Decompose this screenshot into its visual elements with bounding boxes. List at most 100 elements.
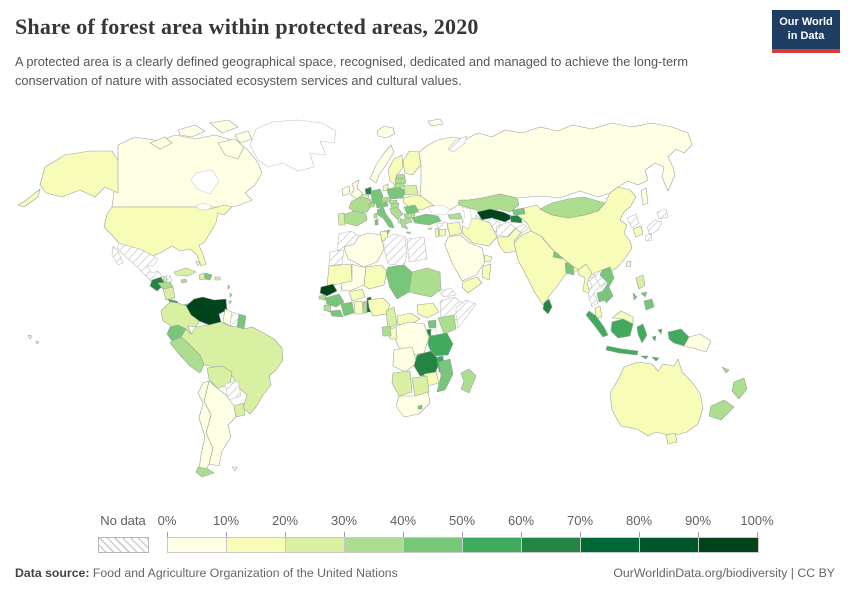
footer-attribution[interactable]: OurWorldinData.org/biodiversity | CC BY xyxy=(613,566,835,580)
legend-swatch-80-90[interactable] xyxy=(639,537,699,553)
legend-swatch-0-10[interactable] xyxy=(167,537,227,553)
legend-swatch-70-80[interactable] xyxy=(580,537,640,553)
country-tanzania[interactable] xyxy=(427,332,454,357)
country-indonesia-sumatra[interactable] xyxy=(585,310,609,338)
country-philippines-visayas[interactable] xyxy=(632,291,648,301)
country-indonesia-lesser-sunda[interactable] xyxy=(640,355,660,362)
country-papua-new-guinea[interactable] xyxy=(683,333,712,353)
country-togo[interactable] xyxy=(362,300,368,314)
country-aleutians[interactable] xyxy=(17,188,41,208)
country-namibia[interactable] xyxy=(391,370,413,397)
country-belarus[interactable] xyxy=(403,184,419,196)
country-indonesia-java[interactable] xyxy=(605,345,639,356)
country-cyprus[interactable] xyxy=(427,227,433,231)
country-ivory-coast[interactable] xyxy=(340,301,355,317)
country-canada-island[interactable] xyxy=(149,136,173,150)
legend-swatch-10-20[interactable] xyxy=(226,537,286,553)
country-yemen[interactable] xyxy=(461,276,483,294)
legend-no-data-swatch[interactable] xyxy=(98,537,149,553)
country-lithuania[interactable] xyxy=(393,182,405,189)
country-botswana[interactable] xyxy=(411,375,430,397)
legend-swatch-90-100[interactable] xyxy=(698,537,759,553)
country-usa[interactable] xyxy=(103,204,233,267)
country-dominican-republic[interactable] xyxy=(204,272,213,281)
country-iceland[interactable] xyxy=(376,125,396,139)
country-cuba[interactable] xyxy=(173,267,197,277)
country-lesotho[interactable] xyxy=(417,404,423,410)
country-burkina-faso[interactable] xyxy=(348,288,366,302)
legend-swatch-40-50[interactable] xyxy=(403,537,463,553)
country-gabon[interactable] xyxy=(381,325,392,337)
country-canada-island[interactable] xyxy=(177,124,206,138)
country-south-africa[interactable] xyxy=(395,391,431,418)
country-uae[interactable] xyxy=(483,254,493,263)
country-indonesia-sulawesi[interactable] xyxy=(636,323,648,344)
country-libya[interactable] xyxy=(383,233,408,267)
country-cameroon[interactable] xyxy=(385,306,398,330)
country-hawaii[interactable] xyxy=(27,334,40,345)
country-sierra-leone[interactable] xyxy=(323,304,332,313)
country-italy[interactable] xyxy=(374,206,395,235)
country-north-korea[interactable] xyxy=(626,213,640,229)
country-canada-baffin[interactable] xyxy=(217,138,245,160)
country-alaska[interactable] xyxy=(39,150,119,198)
country-belize[interactable] xyxy=(162,275,168,283)
legend-swatch-50-60[interactable] xyxy=(462,537,522,553)
country-saudi-arabia[interactable] xyxy=(444,234,486,282)
country-austria[interactable] xyxy=(375,201,389,209)
country-svalbard[interactable] xyxy=(427,118,444,127)
country-canada-island[interactable] xyxy=(209,119,239,134)
country-iraq[interactable] xyxy=(446,221,463,237)
country-sri-lanka[interactable] xyxy=(542,298,553,315)
country-uganda[interactable] xyxy=(427,319,437,329)
country-philippines-mindanao[interactable] xyxy=(643,298,655,311)
country-sakhalin[interactable] xyxy=(640,187,649,206)
country-new-caledonia[interactable] xyxy=(721,366,730,374)
country-poland[interactable] xyxy=(386,186,406,200)
country-eritrea[interactable] xyxy=(438,287,457,298)
country-philippines-luzon[interactable] xyxy=(635,274,646,290)
country-south-sudan[interactable] xyxy=(416,302,440,319)
country-indonesia-kalimantan[interactable] xyxy=(610,318,634,339)
country-laos[interactable] xyxy=(593,269,609,288)
country-united-kingdom[interactable] xyxy=(350,179,364,200)
country-liberia[interactable] xyxy=(329,309,344,318)
legend-swatch-20-30[interactable] xyxy=(285,537,345,553)
country-bulgaria[interactable] xyxy=(403,212,416,219)
country-turkey[interactable] xyxy=(411,213,442,226)
country-mongolia[interactable] xyxy=(539,196,606,219)
country-senegal[interactable] xyxy=(319,283,338,297)
country-chile-south[interactable] xyxy=(195,466,215,478)
country-malaysia-borneo[interactable] xyxy=(611,310,634,325)
country-guinea[interactable] xyxy=(324,293,345,308)
country-guinea-bissau[interactable] xyxy=(318,294,327,301)
country-nicaragua[interactable] xyxy=(162,286,176,301)
country-australia[interactable] xyxy=(609,358,704,437)
country-portugal[interactable] xyxy=(337,212,346,226)
country-guatemala[interactable] xyxy=(149,276,166,292)
country-indonesia-maluku[interactable] xyxy=(651,328,663,342)
country-paraguay[interactable] xyxy=(224,380,242,401)
country-balkans[interactable] xyxy=(389,207,404,220)
country-western-sahara[interactable] xyxy=(328,249,345,267)
country-chad[interactable] xyxy=(385,264,413,300)
country-puerto-rico[interactable] xyxy=(214,276,221,281)
country-falklands[interactable] xyxy=(231,466,238,472)
country-spain[interactable] xyxy=(341,210,368,227)
country-france[interactable] xyxy=(348,196,373,215)
country-cambodia[interactable] xyxy=(596,289,610,303)
country-kashmir[interactable] xyxy=(515,223,529,234)
country-japan[interactable] xyxy=(644,208,669,242)
country-trinidad[interactable] xyxy=(227,300,233,305)
country-oman[interactable] xyxy=(481,263,492,281)
country-jordan[interactable] xyxy=(438,228,447,237)
country-finland[interactable] xyxy=(402,150,422,176)
country-novaya-zemlya[interactable] xyxy=(447,135,468,153)
country-russia[interactable] xyxy=(418,122,693,211)
country-madagascar[interactable] xyxy=(460,368,477,394)
country-jamaica[interactable] xyxy=(180,278,188,284)
country-greece[interactable] xyxy=(399,217,413,235)
country-haiti[interactable] xyxy=(198,272,206,281)
country-greenland[interactable] xyxy=(249,119,337,172)
country-iran[interactable] xyxy=(461,217,498,247)
